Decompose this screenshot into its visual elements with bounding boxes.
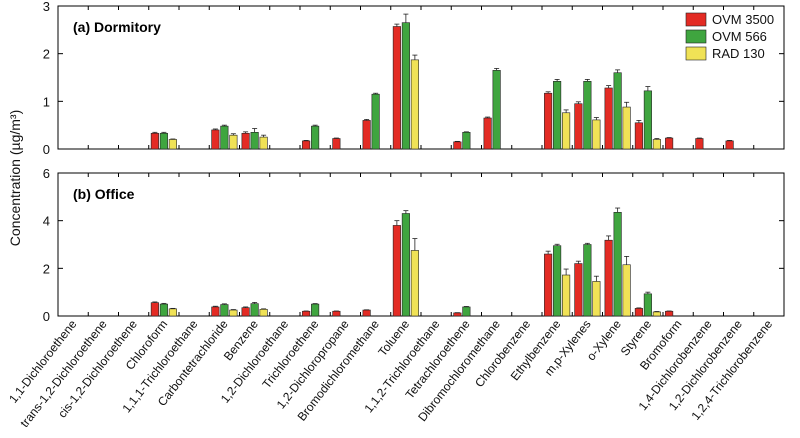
bar-ovm-3500 — [453, 141, 462, 150]
y-axis-label: Concentration (µg/m³) — [7, 110, 23, 246]
bar-ovm-566 — [553, 245, 562, 317]
bar-rad-130 — [168, 308, 177, 317]
bar-rad-130 — [229, 309, 238, 317]
bar-ovm-3500 — [211, 129, 220, 150]
bar-ovm-566 — [250, 303, 259, 317]
bar-ovm-3500 — [332, 138, 341, 150]
bar-ovm-566 — [492, 70, 501, 150]
bar-ovm-3500 — [241, 307, 250, 317]
bar-ovm-3500 — [362, 309, 371, 317]
legend: OVM 3500 OVM 566 RAD 130 — [685, 12, 774, 61]
bar-ovm-3500 — [483, 117, 492, 150]
bar-ovm-566 — [553, 81, 562, 150]
bar-rad-130 — [652, 139, 661, 150]
bar-ovm-566 — [371, 93, 380, 150]
y-tick-label: 4 — [43, 214, 50, 229]
bar-ovm-3500 — [574, 103, 583, 150]
bar-ovm-3500 — [574, 263, 583, 317]
bar-rad-130 — [592, 281, 601, 317]
bar-ovm-566 — [583, 244, 592, 317]
bar-rad-130 — [410, 250, 419, 317]
bar-ovm-3500 — [150, 132, 159, 150]
bar-rad-130 — [410, 59, 419, 150]
bar-ovm-3500 — [634, 308, 643, 317]
legend-swatch — [685, 46, 707, 61]
y-tick-label: 1 — [43, 94, 50, 109]
bar-rad-130 — [229, 134, 238, 150]
legend-swatch — [685, 12, 707, 27]
bar-ovm-3500 — [211, 306, 220, 317]
bar-ovm-3500 — [544, 92, 553, 150]
bar-ovm-3500 — [604, 239, 613, 317]
bar-ovm-566 — [159, 132, 168, 150]
panel-office: 0 2 4 6 (b) Office — [43, 166, 785, 324]
bar-ovm-3500 — [302, 140, 311, 150]
panel-title: (a) Dormitory — [73, 19, 161, 35]
bar-ovm-566 — [462, 132, 471, 150]
bar-ovm-3500 — [604, 87, 613, 150]
bar-ovm-3500 — [332, 310, 341, 317]
legend-swatch — [685, 29, 707, 44]
bar-ovm-566 — [613, 72, 622, 150]
bar-rad-130 — [622, 264, 631, 317]
bar-ovm-566 — [462, 306, 471, 317]
bar-ovm-3500 — [665, 137, 674, 150]
bar-rad-130 — [562, 274, 571, 317]
bar-ovm-566 — [311, 303, 320, 317]
bar-ovm-566 — [401, 213, 410, 317]
y-tick-label: 0 — [43, 142, 50, 157]
bar-ovm-3500 — [392, 225, 401, 317]
bar-ovm-566 — [643, 293, 652, 317]
bar-ovm-566 — [613, 212, 622, 317]
panel-dormitory: 0 1 2 3 (a) Dormitory — [43, 0, 785, 157]
bar-ovm-566 — [159, 303, 168, 317]
bar-ovm-566 — [311, 125, 320, 150]
bar-ovm-3500 — [241, 132, 250, 150]
bar-rad-130 — [652, 311, 661, 317]
bar-rad-130 — [259, 136, 268, 150]
x-axis-labels: 1,1-Dichloroethenetrans-1,2-Dichloroethe… — [6, 317, 775, 430]
bar-ovm-566 — [643, 90, 652, 150]
bar-ovm-3500 — [392, 26, 401, 150]
bar-ovm-566 — [220, 304, 229, 317]
bar-ovm-566 — [220, 125, 229, 150]
panel-title: (b) Office — [73, 186, 135, 202]
bar-ovm-3500 — [362, 120, 371, 150]
bar-ovm-3500 — [665, 310, 674, 317]
y-tick-label: 2 — [43, 261, 50, 276]
bar-rad-130 — [592, 119, 601, 150]
y-tick-label: 2 — [43, 47, 50, 62]
legend-label: OVM 3500 — [712, 12, 774, 27]
bar-ovm-3500 — [453, 312, 462, 317]
y-tick-label: 0 — [43, 309, 50, 324]
y-tick-label: 6 — [43, 166, 50, 181]
bar-rad-130 — [168, 139, 177, 150]
bar-ovm-3500 — [544, 253, 553, 317]
legend-label: OVM 566 — [712, 29, 767, 44]
bar-rad-130 — [562, 112, 571, 150]
bar-ovm-3500 — [302, 310, 311, 317]
bar-ovm-3500 — [150, 302, 159, 317]
bar-ovm-3500 — [725, 140, 734, 150]
bar-ovm-3500 — [695, 138, 704, 150]
bar-rad-130 — [259, 309, 268, 317]
bar-ovm-3500 — [634, 122, 643, 150]
bar-ovm-566 — [583, 81, 592, 150]
bar-rad-130 — [622, 106, 631, 150]
legend-label: RAD 130 — [712, 46, 765, 61]
y-tick-label: 3 — [43, 0, 50, 14]
bar-ovm-566 — [250, 132, 259, 150]
bar-ovm-566 — [401, 22, 410, 150]
plot-frame — [57, 172, 785, 317]
plot-frame — [57, 5, 785, 150]
